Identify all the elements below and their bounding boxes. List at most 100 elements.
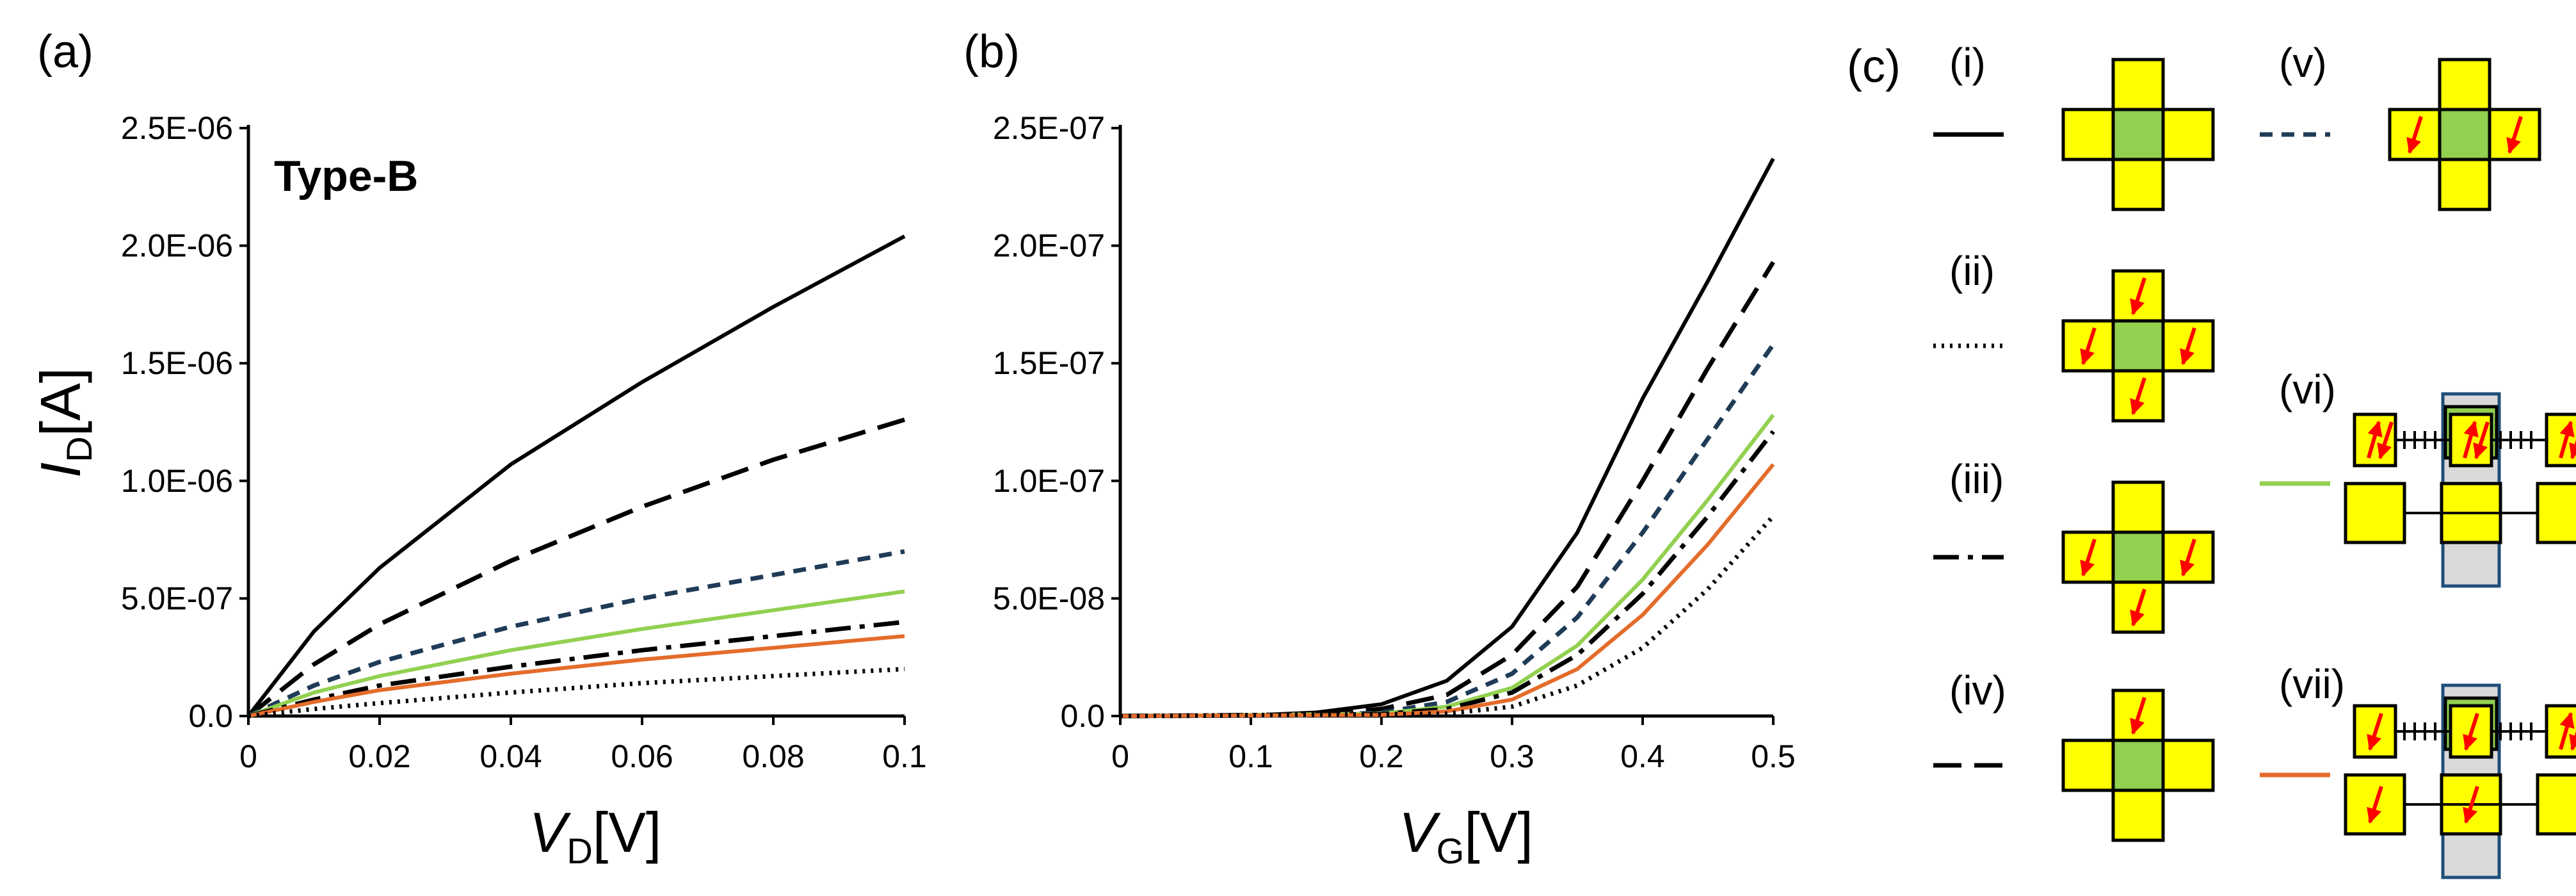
x-tick-label: 0.4	[1620, 738, 1665, 774]
center-cell	[2111, 108, 2165, 161]
spin-arrow	[2463, 786, 2479, 824]
legend-numeral: (ii)	[1949, 248, 1995, 294]
y-tick-label: 2.5E-07	[993, 110, 1105, 146]
panel-label-a: (a)	[37, 26, 93, 77]
legend-item-vi: (vi)	[2260, 366, 2576, 588]
y-tick-label: 0.0	[1060, 698, 1105, 734]
center-cell	[2111, 738, 2165, 792]
y-tick-label: 2.0E-07	[993, 228, 1105, 264]
spin-arrow	[2367, 420, 2383, 459]
x-label-unit: [V]	[1464, 801, 1533, 864]
panel-a-y-label: ID[A]	[29, 368, 99, 478]
series-line-iii	[248, 619, 905, 719]
legend-numeral: (iv)	[1949, 667, 2006, 713]
spin-arrow	[2080, 539, 2097, 577]
legend-item-i: (i)	[1933, 40, 2215, 211]
series-line-v	[1120, 343, 1775, 719]
panel-b-x-label: VG[V]	[1399, 801, 1533, 871]
x-tick-label: 0.02	[348, 738, 410, 774]
spin-arrow	[2463, 713, 2479, 751]
y-tick-label: 1.5E-07	[993, 345, 1105, 381]
cell-bottom	[2438, 158, 2491, 211]
series-line-vi	[247, 589, 905, 718]
spin-arrow	[2559, 712, 2575, 750]
panel-label-b: (b)	[963, 26, 1020, 77]
center-cell	[2111, 319, 2165, 373]
panel-c: (c) (i) (ii) (iii) (iv) (v) (vi) (vii)	[1847, 40, 2576, 879]
legend-item-iv: (iv)	[1933, 667, 2215, 842]
x-label-sub: G	[1437, 831, 1465, 871]
legend-item-vii: (vii)	[2260, 661, 2576, 879]
x-tick-label: 0	[1111, 738, 1129, 774]
spin-arrow	[2367, 786, 2383, 824]
cell-left	[2061, 738, 2115, 792]
x-tick-label: 0.2	[1359, 738, 1404, 774]
x-tick-label: 0	[239, 738, 257, 774]
series-line-i	[246, 234, 906, 717]
spin-arrow	[2569, 731, 2576, 751]
spin-arrow	[2506, 116, 2523, 154]
spin-arrow	[2130, 377, 2146, 416]
spin-arrow	[2367, 713, 2383, 751]
y-label-unit: [A]	[29, 368, 92, 437]
y-tick-label: 1.5E-06	[121, 345, 233, 381]
lower-cell	[2344, 482, 2406, 544]
legend-item-ii: (ii)	[1933, 248, 2215, 423]
x-label-unit: [V]	[593, 801, 662, 864]
series-line-ii	[248, 667, 905, 719]
cell-bottom	[2111, 158, 2165, 211]
spin-arrow	[2130, 277, 2146, 316]
spin-arrow	[2569, 439, 2576, 460]
spin-arrow	[2130, 697, 2146, 735]
x-label-sub: D	[567, 831, 592, 871]
center-cell	[2111, 530, 2165, 584]
y-tick-label: 1.0E-06	[121, 463, 233, 499]
spin-arrow	[2463, 420, 2479, 459]
spin-arrow	[2080, 327, 2097, 366]
x-tick-label: 0.5	[1751, 738, 1796, 774]
legend-item-iii: (iii)	[1933, 456, 2215, 634]
x-label-symbol: V	[1399, 801, 1441, 864]
panel-a-series	[246, 234, 906, 719]
series-line-vii	[248, 634, 905, 718]
cell-right	[2161, 108, 2215, 161]
legend-numeral: (i)	[1949, 40, 1986, 86]
panel-b: (b) 0 0.1 0.2 0.3 0.4 0.5 0.0 5.0E-08 1.0E-07 1.5…	[963, 26, 1796, 871]
x-tick-label: 0.08	[742, 738, 804, 774]
panel-b-series	[1120, 158, 1775, 719]
x-tick-label: 0.1	[882, 738, 927, 774]
x-tick-label: 0.3	[1490, 738, 1534, 774]
x-tick-label: 0.1	[1228, 738, 1273, 774]
cell-top	[2438, 58, 2491, 111]
spin-arrow	[2180, 539, 2196, 577]
panel-a-annotation: Type-B	[274, 152, 418, 200]
panel-a-ticks: 0 0.02 0.04 0.06 0.08 0.1 0.0 5.0E-07 1.0E-06 1.5…	[121, 110, 927, 774]
panel-b-ticks: 0 0.1 0.2 0.3 0.4 0.5 0.0 5.0E-08 1.0E-07 1.5E-07…	[993, 110, 1796, 774]
legend-numeral: (vii)	[2279, 661, 2345, 707]
cell-left	[2061, 108, 2115, 161]
series-line-iv	[1120, 261, 1775, 719]
series-line-iii	[1120, 430, 1775, 719]
series-line-iv	[246, 417, 906, 718]
y-tick-label: 1.0E-07	[993, 463, 1105, 499]
cell-top	[2111, 58, 2165, 111]
series-line-i	[1120, 158, 1775, 718]
spin-arrow	[2377, 421, 2394, 460]
y-tick-label: 5.0E-08	[993, 580, 1105, 616]
series-line-v	[247, 549, 905, 719]
spin-arrow	[2559, 420, 2575, 459]
y-tick-label: 0.0	[188, 698, 233, 734]
series-line-ii	[1120, 514, 1775, 719]
legend-numeral: (iii)	[1949, 456, 2004, 502]
legend-item-v: (v)	[2260, 40, 2541, 211]
legend-numeral: (v)	[2279, 40, 2327, 86]
y-label-sub: D	[59, 436, 99, 462]
spin-arrow	[2130, 589, 2146, 627]
spin-arrow	[2406, 116, 2423, 154]
y-tick-label: 2.5E-06	[121, 110, 233, 146]
x-tick-label: 0.04	[479, 738, 542, 774]
series-line-vii	[1120, 463, 1775, 718]
spin-arrow	[2180, 327, 2196, 366]
lower-cell	[2536, 773, 2576, 836]
